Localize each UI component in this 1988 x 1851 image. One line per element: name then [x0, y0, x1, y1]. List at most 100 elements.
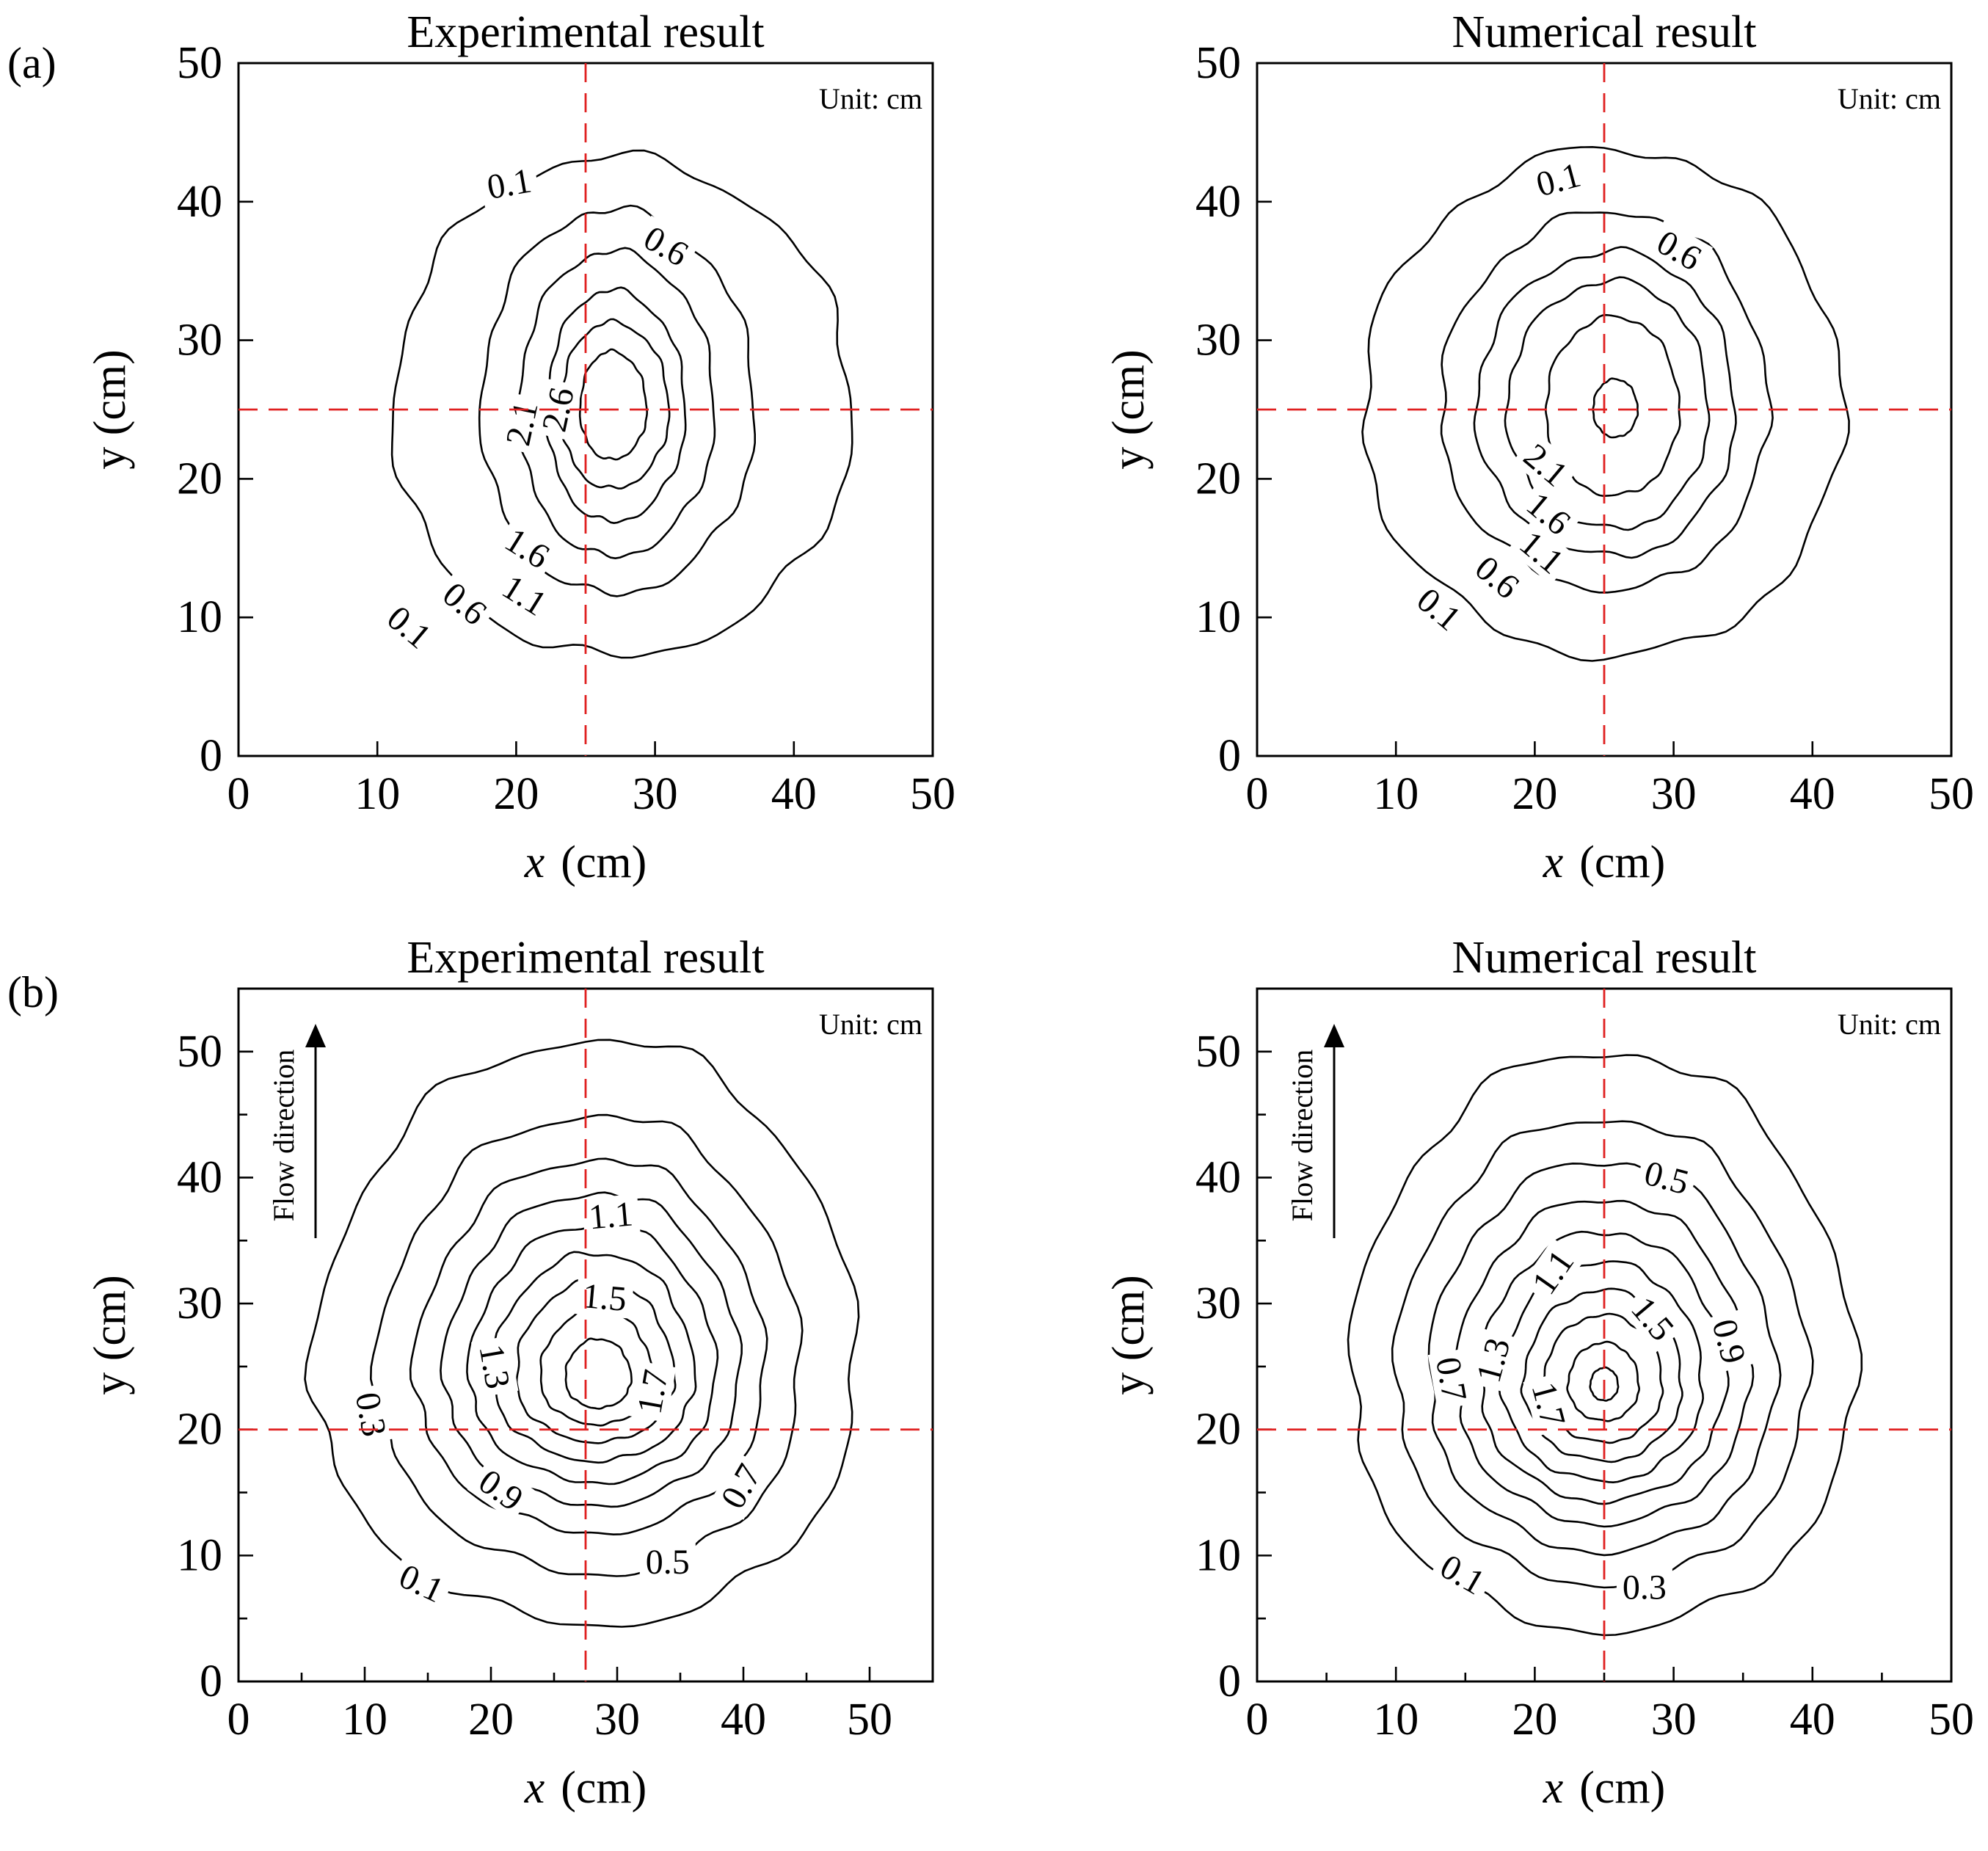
contour-line-0-1 [304, 1039, 860, 1628]
x-axis-variable: x [1543, 1763, 1564, 1813]
contour-line-0-5 [409, 1157, 768, 1535]
chart-title: Numerical result [1452, 933, 1757, 983]
x-tick-label: 0 [227, 1695, 250, 1745]
contour-label: 0.6 [1645, 219, 1714, 281]
contour-label: 1.7 [628, 1361, 677, 1423]
y-tick-label: 30 [1195, 316, 1241, 366]
x-axis-variable: x [524, 837, 545, 887]
y-tick-label: 0 [1218, 1657, 1241, 1706]
y-axis-label: y (cm) [85, 349, 135, 470]
chart-panel-b-exp: Experimental result 0 10 20 30 40 50 0 10 20 30 40 5… [85, 933, 934, 1813]
contour-label-knockout [1508, 520, 1576, 585]
contour-label-knockout [1463, 545, 1532, 610]
x-axis-label: x (cm) [524, 837, 647, 887]
y-tick-label: 20 [1195, 454, 1241, 503]
x-axis-unit: (cm) [1579, 1763, 1665, 1813]
x-tick-label: 30 [594, 1695, 640, 1745]
contour-label-text: 0.9 [472, 1462, 531, 1519]
contour-line-0-3 [370, 1113, 804, 1577]
x-tick-label: 10 [354, 769, 400, 819]
x-tick-label: 40 [1790, 1695, 1835, 1745]
flow-direction-label: Flow direction [267, 1050, 300, 1221]
contour-label-knockout [387, 1554, 455, 1612]
x-axis-unit: (cm) [1579, 837, 1665, 887]
y-tick-label: 20 [1195, 1405, 1241, 1455]
contour-label-text: 0.1 [379, 598, 438, 656]
chart-panel-b-num: Numerical result 0 10 20 30 40 50 0 10 20 30 40 50 x (… [1104, 933, 1974, 1813]
contour-line-0-6 [1440, 211, 1774, 594]
y-tick-label: 30 [1195, 1279, 1241, 1328]
chart-title: Experimental result [407, 7, 764, 57]
y-tick-label: 50 [1195, 38, 1241, 88]
contour-label-knockout [490, 564, 558, 627]
x-axis-unit: (cm) [561, 837, 647, 887]
contour-line-2-6 [578, 348, 648, 461]
x-tick-label: 30 [1651, 1695, 1697, 1745]
contour-label: 0.1 [1429, 1543, 1496, 1605]
y-axis-label: y (cm) [85, 1275, 135, 1395]
contour-label-text: 1.1 [587, 1194, 634, 1237]
y-axis-label: y (cm) [1104, 349, 1154, 470]
x-tick-label: 40 [721, 1695, 766, 1745]
contour-label-text: 1.5 [581, 1276, 628, 1319]
x-axis-unit: (cm) [561, 1763, 647, 1813]
x-tick-label: 50 [1929, 769, 1974, 819]
contour-label: 1.5 [575, 1276, 634, 1319]
x-axis-variable: x [524, 1763, 545, 1813]
contour-label: 0.9 [467, 1458, 535, 1522]
contour-label: 1.1 [581, 1193, 641, 1237]
x-tick-label: 10 [1373, 1695, 1419, 1745]
contour-label-knockout [628, 1361, 677, 1423]
contour-line-1-5 [539, 1309, 655, 1427]
panel-b-label: (b) [7, 968, 59, 1017]
contour-label-knockout [1523, 1372, 1575, 1436]
contour-line-2-6 [1592, 377, 1639, 439]
contour-label: 1.6 [493, 517, 561, 579]
chart-title: Experimental result [407, 933, 764, 983]
contour-label-knockout [1645, 219, 1714, 281]
y-tick-label: 40 [1195, 1152, 1241, 1202]
contour-label-text: 0.7 [1428, 1354, 1474, 1404]
contour-label: 0.6 [431, 570, 499, 636]
y-tick-label: 40 [177, 1152, 222, 1202]
chart-panel-a-num: Numerical result 0 10 20 30 40 50 0 10 20 30 40 50 x (… [1104, 7, 1974, 887]
x-tick-label: 50 [910, 769, 955, 819]
contour-line-1-9 [1589, 1366, 1620, 1402]
contour-label-knockout [431, 570, 499, 636]
contour-label-knockout [1467, 1328, 1519, 1392]
contour-label: 0.6 [632, 215, 700, 277]
y-tick-label: 50 [1195, 1027, 1241, 1077]
y-tick-label: 20 [177, 1405, 222, 1455]
x-tick-label: 0 [227, 769, 250, 819]
unit-note: Unit: cm [1838, 82, 1941, 115]
contour-line-1-7 [564, 1337, 633, 1410]
contour-label-knockout [467, 1458, 535, 1522]
contour-label-knockout [1703, 1309, 1755, 1374]
contour-line-1-3 [515, 1279, 677, 1444]
y-tick-label: 0 [200, 1657, 222, 1706]
contour-label-knockout [1616, 1568, 1672, 1607]
chart-title: Numerical result [1452, 7, 1757, 57]
contour-label: 0.1 [1526, 153, 1591, 206]
chart-panels: Experimental result 0 10 20 30 40 50 0 10 20 30 40 5… [85, 7, 1974, 1813]
y-tick-label: 50 [177, 1027, 222, 1077]
x-tick-label: 20 [1512, 1695, 1557, 1745]
x-tick-label: 50 [1929, 1695, 1974, 1745]
contour-label-text: 0.1 [484, 161, 534, 207]
unit-note: Unit: cm [1838, 1008, 1941, 1041]
x-axis-label: x (cm) [1543, 1763, 1666, 1813]
contour-label-knockout [639, 1542, 696, 1581]
x-tick-label: 20 [493, 769, 539, 819]
x-tick-label: 40 [1790, 769, 1835, 819]
contour-label-knockout [1512, 432, 1580, 498]
contour-label-text: 0.6 [435, 575, 494, 633]
contour-line-0-1 [1347, 1054, 1863, 1637]
flow-arrow-head-icon [1324, 1024, 1344, 1047]
x-tick-label: 10 [1373, 769, 1419, 819]
contour-label: 0.5 [639, 1542, 696, 1582]
contour-label-knockout [632, 215, 700, 277]
contour-label-text: 1.3 [471, 1342, 517, 1392]
unit-note: Unit: cm [819, 82, 922, 115]
contour-label-text: 0.3 [1623, 1568, 1667, 1607]
